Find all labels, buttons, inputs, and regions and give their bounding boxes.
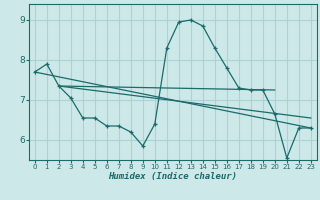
X-axis label: Humidex (Indice chaleur): Humidex (Indice chaleur)	[108, 172, 237, 181]
